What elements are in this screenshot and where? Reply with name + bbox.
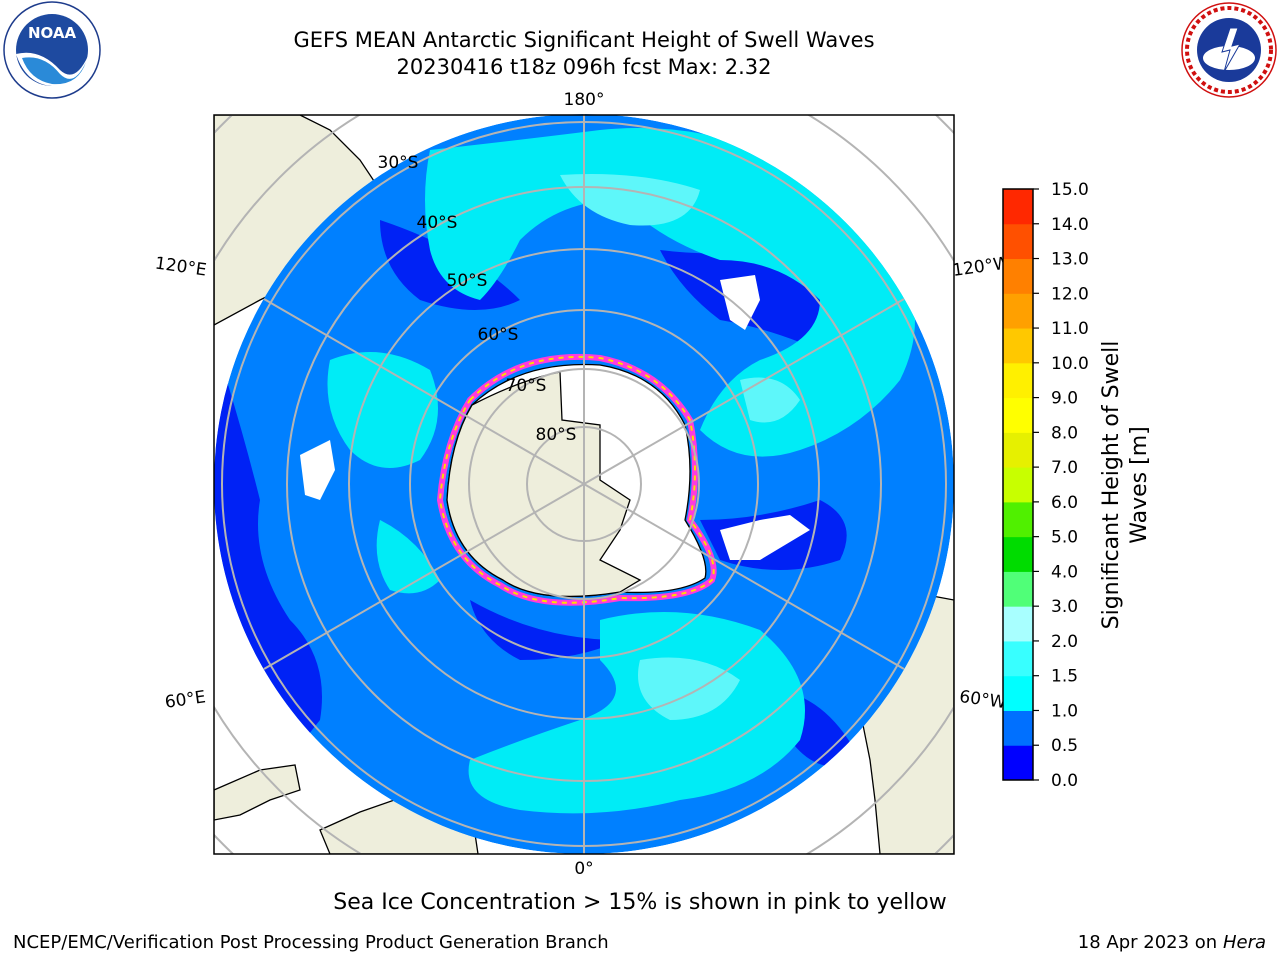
- colorbar-tick-label: 10.0: [1051, 354, 1089, 374]
- footer-credit: NCEP/EMC/Verification Post Processing Pr…: [13, 932, 609, 953]
- colorbar-block: [1003, 536, 1033, 572]
- colorbar-block: [1003, 710, 1033, 746]
- chart-title: GEFS MEAN Antarctic Significant Height o…: [293, 28, 875, 52]
- lat-label-70s: 70°S: [506, 376, 547, 396]
- colorbar-tick-label: 14.0: [1051, 215, 1089, 235]
- footer-system: Hera: [1222, 932, 1266, 953]
- colorbar-tick-label: 3.0: [1051, 597, 1078, 617]
- colorbar: 0.0 0.5 1.0 1.5 2.0 3.0 4.0 5.0 6.0 7.0 8.0 9.0 10.0…: [1003, 180, 1089, 791]
- noaa-logo-text: NOAA: [28, 24, 77, 42]
- lon-label-60w: 60°W: [958, 687, 1007, 713]
- graticule: [221, 114, 947, 854]
- footer-date-text: 18 Apr 2023 on: [1077, 932, 1223, 953]
- colorbar-tick-label: 8.0: [1051, 423, 1078, 443]
- sea-ice-note: Sea Ice Concentration > 15% is shown in …: [333, 890, 947, 915]
- colorbar-block: [1003, 223, 1033, 260]
- chart-subtitle: 20230416 t18z 096h fcst Max: 2.32: [396, 55, 772, 79]
- lon-label-60e: 60°E: [164, 687, 207, 712]
- colorbar-tick-label: 15.0: [1051, 180, 1089, 200]
- footer-date: 18 Apr 2023 on Hera: [1078, 932, 1266, 953]
- colorbar-tick-label: 12.0: [1051, 284, 1089, 304]
- lat-label-60s: 60°S: [478, 325, 519, 345]
- colorbar-block: [1003, 640, 1033, 677]
- nws-logo: [1181, 2, 1277, 98]
- colorbar-frame: [1002, 188, 1034, 781]
- colorbar-tick-label: 0.5: [1051, 736, 1078, 756]
- lat-label-50s: 50°S: [447, 271, 488, 291]
- colorbar-block: [1003, 432, 1033, 468]
- colorbar-block: [1003, 293, 1033, 329]
- colorbar-block: [1003, 571, 1033, 607]
- colorbar-block: [1003, 467, 1033, 503]
- colorbar-block: [1003, 606, 1033, 642]
- noaa-logo: NOAA: [3, 1, 101, 99]
- colorbar-tick-label: 2.0: [1051, 632, 1078, 652]
- colorbar-block: [1003, 501, 1033, 538]
- lat-label-30s: 30°S: [378, 153, 419, 173]
- colorbar-block: [1003, 189, 1033, 225]
- colorbar-block: [1003, 328, 1033, 364]
- colorbar-block: [1003, 258, 1033, 294]
- colorbar-tick-label: 13.0: [1051, 250, 1089, 270]
- colorbar-tick-label: 7.0: [1051, 458, 1078, 478]
- colorbar-block: [1003, 362, 1033, 399]
- colorbar-block: [1003, 397, 1033, 433]
- lon-label-120e: 120°E: [154, 254, 208, 281]
- lat-label-40s: 40°S: [417, 213, 458, 233]
- lon-label-180: 180°: [564, 90, 605, 110]
- colorbar-tick-label: 4.0: [1051, 562, 1078, 582]
- colorbar-tick-label: 11.0: [1051, 319, 1089, 339]
- colorbar-tick-label: 5.0: [1051, 528, 1078, 548]
- colorbar-block: [1003, 675, 1033, 711]
- map-frame: [213, 114, 955, 855]
- lon-label-0: 0°: [574, 859, 593, 879]
- colorbar-label-line1: Significant Height of Swell: [1099, 341, 1124, 630]
- colorbar-tick-label: 1.5: [1051, 667, 1078, 687]
- colorbar-tick-label: 9.0: [1051, 389, 1078, 409]
- sea-ice-edge: [436, 353, 717, 606]
- colorbar-label-line2: Waves [m]: [1127, 426, 1152, 543]
- colorbar-block: [1003, 745, 1033, 781]
- colorbar-tick-label: 6.0: [1051, 493, 1078, 513]
- colorbar-tick-label: 0.0: [1051, 771, 1078, 791]
- lat-label-80s: 80°S: [536, 425, 577, 445]
- colorbar-tick-label: 1.0: [1051, 701, 1078, 721]
